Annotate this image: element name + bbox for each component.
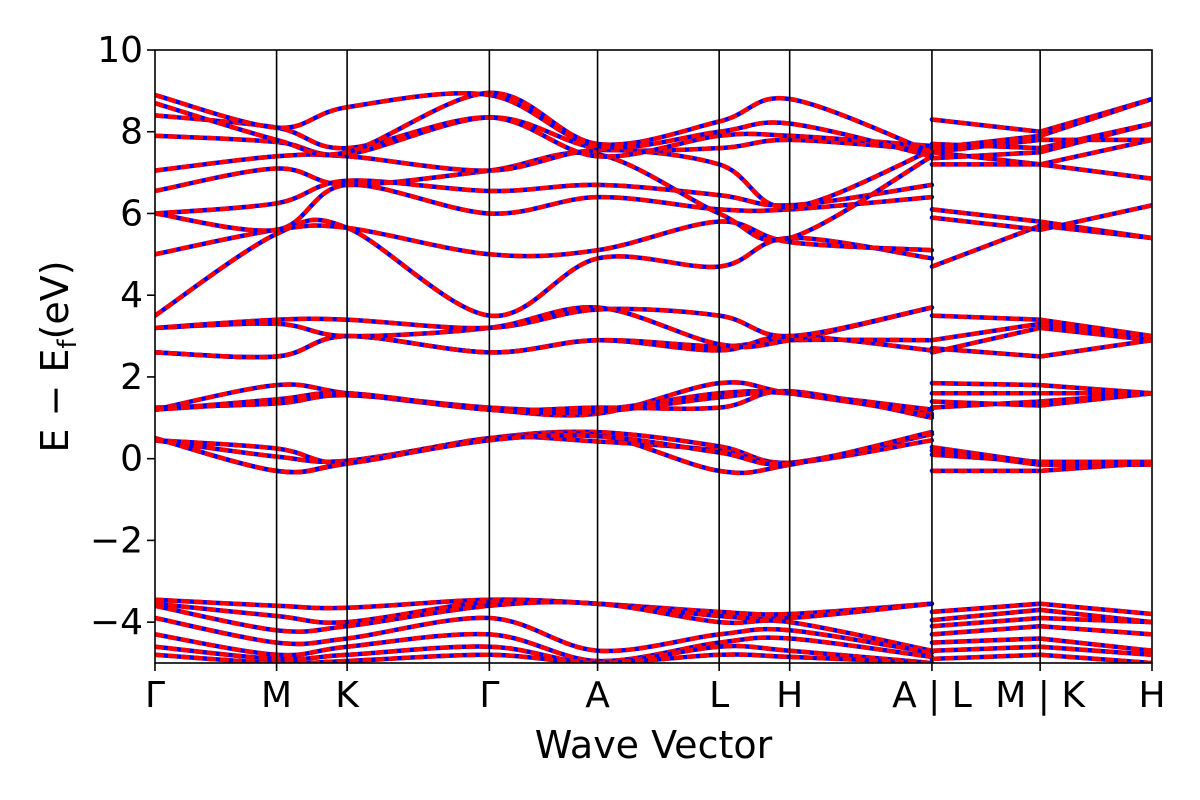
band-26-segment-0-red — [155, 631, 933, 663]
band-8-segment-2-red — [1039, 337, 1152, 359]
band-7-segment-2-red — [1039, 391, 1152, 404]
band-25-segment-2-red — [1039, 623, 1152, 637]
band-7-segment-1-red — [931, 399, 1041, 410]
band-0-segment-1-red — [931, 444, 1041, 466]
band-19-segment-2-red — [1039, 121, 1152, 151]
kpoint-vlines — [275, 50, 1041, 663]
band-25-segment-1-red — [931, 623, 1041, 637]
band-21-segment-1-red — [931, 133, 1041, 151]
band-19-segment-1-red — [931, 141, 1041, 151]
band-12-segment-1-red — [931, 223, 1041, 269]
band-27-segment-0-red — [155, 643, 933, 663]
band-13-segment-1-red — [931, 207, 1041, 224]
band-10-segment-1-red — [931, 321, 1041, 343]
y-tick-label: 10 — [97, 30, 143, 71]
y-tick-label: −4 — [90, 602, 143, 643]
band-20-segment-0-red — [155, 90, 933, 157]
y-tick-label: 4 — [120, 275, 143, 316]
band-9-segment-1-red — [931, 325, 1041, 355]
band-14-segment-0-red — [155, 182, 933, 233]
x-tick-label: A — [585, 675, 610, 716]
y-axis-ticks: −4 −2 0 2 4 6 8 10 — [90, 30, 155, 643]
band-20-segment-0-blue — [155, 90, 935, 157]
band-19-segment-0-red — [155, 113, 933, 159]
band-27-segment-2-red — [1039, 644, 1152, 658]
bands-layer — [155, 90, 1152, 663]
plot-frame — [154, 49, 1153, 664]
band-line-14 — [155, 182, 1152, 233]
band-28-segment-2-red — [1039, 652, 1152, 663]
band-14-segment-1-red — [931, 215, 1041, 233]
svg-text:E − Ef(eV): E − Ef(eV) — [33, 260, 83, 452]
band-13-segment-2-red — [1039, 219, 1152, 241]
band-3-segment-1-red — [931, 452, 1041, 465]
band-12-segment-0-blue — [155, 217, 935, 318]
band-line-7 — [155, 389, 1152, 419]
band-18-segment-1-red — [931, 149, 1041, 161]
band-14-segment-2-red — [1039, 203, 1152, 232]
band-28-segment-0-red — [155, 652, 932, 663]
y-tick-label: 2 — [120, 357, 143, 398]
x-tick-label: Γ — [145, 675, 165, 716]
y-axis-title: E − Ef(eV) — [33, 260, 83, 452]
x-tick-label: H — [1138, 675, 1165, 716]
x-tick-label: L — [709, 675, 729, 716]
band-17-segment-0-red — [155, 147, 933, 210]
band-12-segment-0-red — [155, 217, 933, 318]
band-line-27 — [155, 643, 1152, 663]
band-22-segment-1-red — [931, 601, 1041, 615]
band-25-segment-0-red — [155, 615, 933, 656]
y-axis-title-main: E − E — [33, 349, 77, 453]
band-24-segment-2-red — [1040, 615, 1152, 625]
band-16-segment-0-red — [155, 150, 934, 243]
y-tick-label: 0 — [120, 439, 143, 480]
band-26-segment-2-red — [1039, 636, 1152, 653]
x-tick-label: Γ — [479, 675, 499, 716]
band-9-segment-2-red — [1039, 325, 1152, 343]
band-26-segment-1-red — [931, 636, 1041, 645]
band-28-segment-1-red — [931, 652, 1041, 662]
y-tick-label: 8 — [120, 112, 143, 153]
band-21-segment-2-red — [1039, 96, 1152, 138]
band-23-segment-0-red — [155, 598, 933, 625]
x-tick-label: H — [776, 675, 803, 716]
band-24-segment-1-red — [931, 615, 1041, 629]
x-tick-label: M | K — [995, 675, 1086, 716]
x-tick-label: A | L — [892, 675, 972, 716]
x-axis-title: Wave Vector — [535, 723, 773, 767]
band-23-segment-1-red — [931, 607, 1041, 623]
band-11-segment-2-red — [1039, 317, 1152, 339]
band-line-26 — [155, 631, 1152, 663]
x-tick-label: K — [335, 675, 360, 716]
x-axis-ticks: Γ M K Γ A L H A | L M | K H — [145, 663, 1166, 716]
band-9-segment-0-red — [155, 333, 932, 360]
band-11-segment-1-red — [931, 313, 1041, 322]
y-tick-label: 6 — [120, 193, 143, 234]
band-20-segment-1-red — [931, 117, 1041, 134]
y-tick-label: −2 — [90, 520, 143, 561]
band-27-segment-1-red — [931, 644, 1041, 653]
y-axis-title-subscript: f — [53, 339, 83, 349]
x-tick-label: M — [261, 675, 292, 716]
band-22-segment-2-red — [1039, 601, 1152, 617]
band-15-segment-2-red — [1039, 162, 1152, 181]
y-axis-title-unit: (eV) — [33, 260, 77, 339]
band-line-13 — [155, 207, 1152, 259]
band-4-segment-1-red — [931, 380, 1041, 388]
